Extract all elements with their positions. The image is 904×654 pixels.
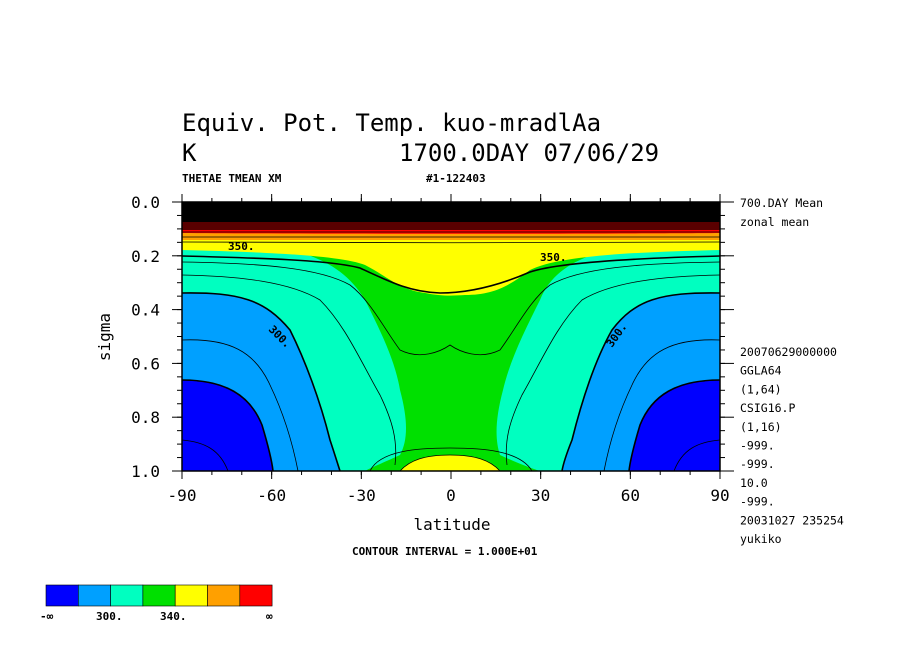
zonal-label: zonal mean xyxy=(740,215,809,229)
x-tick-label: 0 xyxy=(446,486,456,505)
fill-yellow-bottom xyxy=(400,455,500,471)
side-info-line: (1,16) xyxy=(740,420,782,434)
side-info-line: 20031027 235254 xyxy=(740,513,844,527)
x-tick-label: -30 xyxy=(347,486,376,505)
y-tick-label: 1.0 xyxy=(131,462,160,481)
y-tick-label: 0.6 xyxy=(131,354,160,373)
contour-label-350-right: 350. xyxy=(540,251,567,264)
side-info-line: CSIG16.P xyxy=(740,401,795,415)
colorbar-swatch xyxy=(78,584,111,607)
y-axis-label: sigma xyxy=(95,313,114,361)
contour-label-350-left: 350. xyxy=(228,240,255,253)
side-info-line: 10.0 xyxy=(740,476,768,490)
title-line1: Equiv. Pot. Temp. kuo-mradlAa xyxy=(182,109,601,137)
y-tick-label: 0.8 xyxy=(131,408,160,427)
side-info-block: 20070629000000 GGLA64 (1,64) CSIG16.P (1,16)… xyxy=(740,345,844,546)
axis-ticks xyxy=(172,194,734,479)
side-info-line: 20070629000000 xyxy=(740,345,837,359)
fill-blue-left xyxy=(182,380,273,471)
colorbar-swatch xyxy=(207,584,241,607)
title-units: K xyxy=(182,139,197,167)
side-info-line: -999. xyxy=(740,457,775,471)
fill-darkred xyxy=(182,222,720,230)
run-id: #1-122403 xyxy=(426,172,486,185)
y-tick-label: 0.0 xyxy=(131,193,160,212)
title-time: 1700.0DAY 07/06/29 xyxy=(399,139,659,167)
x-tick-label: -60 xyxy=(257,486,286,505)
side-info-line: -999. xyxy=(740,439,775,453)
x-tick-label: 90 xyxy=(710,486,729,505)
colorbar-swatch xyxy=(239,584,273,607)
colorbar-swatch xyxy=(142,584,176,607)
colorbar-label-340: 340. xyxy=(160,610,187,623)
side-info-line: (1,64) xyxy=(740,382,782,396)
colorbar-label-pos-inf: ∞ xyxy=(266,610,273,623)
contour-lines xyxy=(182,231,720,471)
x-tick-label: 30 xyxy=(531,486,550,505)
colorbar-label-neg-inf: -∞ xyxy=(40,610,54,623)
colorbar xyxy=(45,584,273,607)
contour-plot xyxy=(182,202,720,471)
y-tick-label: 0.4 xyxy=(131,301,160,320)
side-info-line: yukiko xyxy=(740,532,782,546)
tick-labels: -90 -60 -30 0 30 60 90 0.0 0.2 0.4 0.6 0.8 1.0 xyxy=(131,193,730,505)
side-info-line: GGLA64 xyxy=(740,364,782,378)
mean-label: 700.DAY Mean xyxy=(740,196,823,210)
fill-black-top xyxy=(182,202,720,222)
colorbar-swatch xyxy=(110,584,144,607)
x-tick-label: 60 xyxy=(621,486,640,505)
colorbar-swatch xyxy=(174,584,208,607)
y-tick-label: 0.2 xyxy=(131,247,160,266)
side-info-line: -999. xyxy=(740,495,775,509)
colorbar-label-300: 300. xyxy=(96,610,123,623)
x-tick-label: -90 xyxy=(168,486,197,505)
contour-interval: CONTOUR INTERVAL = 1.000E+01 xyxy=(352,545,538,558)
colorbar-swatch xyxy=(45,584,79,607)
fill-blue-right xyxy=(629,380,720,471)
variable-label: THETAE TMEAN XM xyxy=(182,172,282,185)
x-axis-label: latitude xyxy=(413,515,490,534)
